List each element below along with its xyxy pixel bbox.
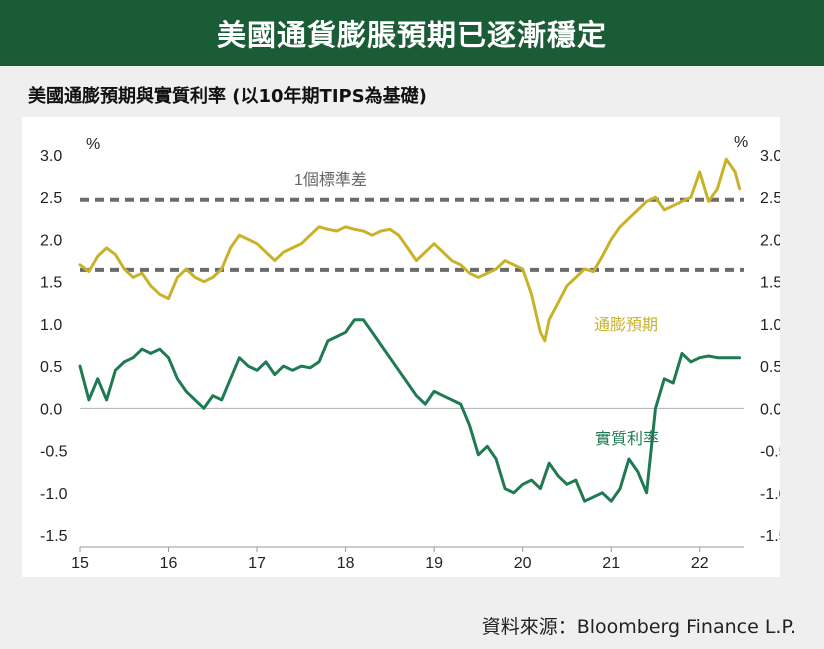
y-tick-label-left: -0.5 (40, 444, 68, 461)
x-tick-label: 16 (160, 555, 178, 572)
y-tick-label-left: 3.0 (40, 148, 62, 165)
header-banner: 美國通貨膨脹預期已逐漸穩定 (0, 0, 824, 66)
x-tick-label: 21 (602, 555, 620, 572)
chart-svg: 3.0 3.0 2.5 2.5 2.0 2.0 1.5 1.5 1.0 1.0 0.5 0.5 0.0 0… (40, 134, 788, 572)
x-tick-label: 17 (248, 555, 266, 572)
series-label-inflation: 通膨預期 (594, 316, 658, 334)
chart-subtitle: 美國通膨預期與實質利率 (以10年期TIPS為基礎) (28, 86, 427, 107)
y-tick-label-left: -1.5 (40, 528, 68, 545)
y-tick-label-left: 1.5 (40, 275, 62, 292)
y-tick-label-right: -0.5 (760, 444, 780, 461)
y-tick-label-left: 1.0 (40, 317, 62, 334)
x-tick-label: 15 (71, 555, 89, 572)
y-unit-right: % (734, 134, 748, 151)
std-lines-layer (80, 197, 744, 272)
y-tick-label-right: 0.0 (760, 401, 780, 418)
x-tick-label: 19 (425, 555, 443, 572)
y-tick-label-right: 2.5 (760, 190, 780, 207)
y-tick-label-right: 1.0 (760, 317, 780, 334)
series-layer (78, 157, 742, 503)
page-title: 美國通貨膨脹預期已逐漸穩定 (216, 18, 607, 52)
y-unit-left: % (86, 136, 100, 153)
y-tick-label-right: 3.0 (760, 148, 780, 165)
y-tick-label-right: 2.0 (760, 232, 780, 249)
chart-panel: 3.0 3.0 2.5 2.5 2.0 2.0 1.5 1.5 1.0 1.0 0.5 0.5 0.0 0… (22, 117, 788, 577)
y-tick-label-left: 0.0 (40, 401, 62, 418)
inflation-expectation-line (78, 157, 742, 343)
y-tick-label-left: 0.5 (40, 359, 62, 376)
y-tick-label-right: 0.5 (760, 359, 780, 376)
x-tick-label: 22 (691, 555, 709, 572)
y-tick-label-left: 2.0 (40, 232, 62, 249)
y-tick-label-right: -1.5 (760, 528, 780, 545)
y-tick-label-left: -1.0 (40, 486, 68, 503)
source-note: 資料來源：Bloomberg Finance L.P. (481, 616, 796, 638)
y-tick-label-left: 2.5 (40, 190, 62, 207)
x-tick-label: 18 (337, 555, 355, 572)
x-tick-label: 20 (514, 555, 532, 572)
series-label-real-rate: 實質利率 (595, 429, 659, 448)
axes-layer: 3.0 3.0 2.5 2.5 2.0 2.0 1.5 1.5 1.0 1.0 0.5 0.5 0.0 0… (40, 134, 788, 572)
std-dev-label: 1個標準差 (294, 171, 367, 189)
y-tick-label-right: -1.0 (760, 486, 780, 503)
y-tick-label-right: 1.5 (760, 275, 780, 292)
real-rate-line (78, 318, 742, 503)
